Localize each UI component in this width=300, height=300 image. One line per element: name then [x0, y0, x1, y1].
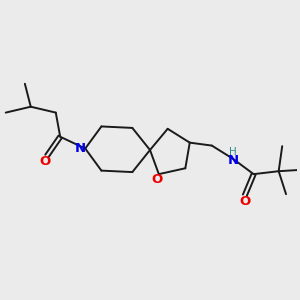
Text: O: O — [239, 195, 250, 208]
Text: H: H — [229, 147, 237, 158]
Text: O: O — [40, 155, 51, 168]
Text: N: N — [227, 154, 239, 167]
Text: O: O — [152, 173, 163, 186]
Text: N: N — [75, 142, 86, 155]
